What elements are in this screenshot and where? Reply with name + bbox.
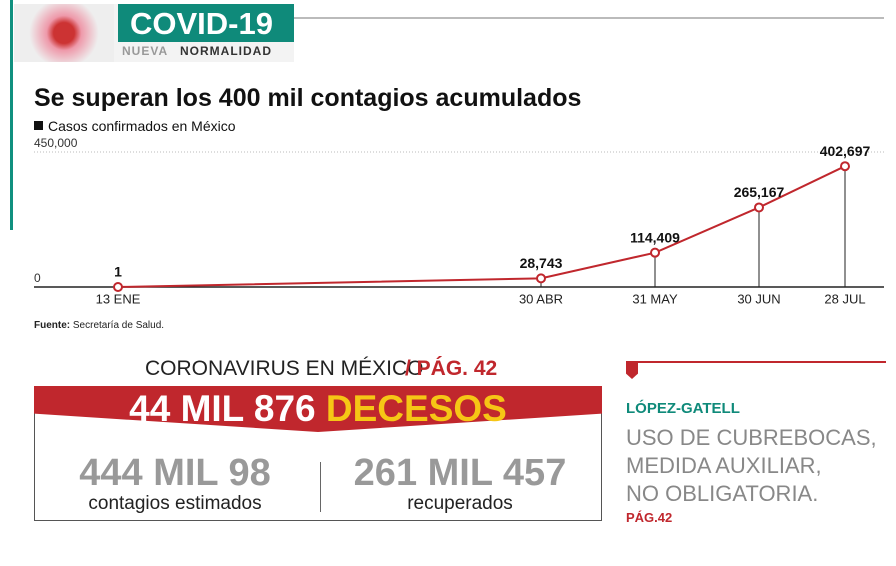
x-tick-label: 28 JUL — [824, 291, 865, 306]
x-tick-label: 13 ENE — [96, 291, 141, 306]
x-tick-label: 30 ABR — [519, 291, 563, 306]
data-label: 402,697 — [820, 143, 871, 159]
data-point — [841, 162, 849, 170]
data-point — [755, 203, 763, 211]
summary-heading: CORONAVIRUS EN MÉXICO — [145, 357, 423, 381]
y-tick-label: 0 — [34, 271, 41, 285]
data-point — [114, 283, 122, 291]
data-point — [537, 274, 545, 282]
sidebar-name: LÓPEZ-GATELL — [626, 400, 740, 417]
stat-value: 444 MIL 98 — [50, 452, 300, 495]
y-tick-label: 450,000 — [34, 136, 78, 150]
data-label: 265,167 — [734, 184, 785, 200]
x-tick-label: 30 JUN — [737, 291, 780, 306]
header-tag: NUEVA — [122, 44, 168, 58]
sidebar-line: MEDIDA AUXILIAR, — [626, 452, 877, 480]
data-label: 114,409 — [630, 229, 680, 245]
sidebar-line: USO DE CUBREBOCAS, — [626, 424, 877, 452]
deaths: 44 MIL 876 — [129, 388, 315, 429]
deaths-label: DECESOS — [326, 388, 507, 429]
header-title: COVID-19 — [130, 6, 273, 42]
page: COVID-19 NUEVA NORMALIDAD Se superan los… — [0, 0, 896, 566]
stat-value: 261 MIL 457 — [335, 452, 585, 495]
header-box: COVID-19 NUEVA NORMALIDAD — [14, 4, 294, 62]
source-label: Fuente: — [34, 320, 70, 331]
virus-icon — [14, 4, 114, 62]
chart-title: Se superan los 400 mil contagios acumula… — [34, 84, 581, 113]
data-point — [651, 249, 659, 257]
header-tag: NORMALIDAD — [180, 44, 272, 58]
stat-label: recuperados — [335, 493, 585, 515]
stat-label: contagios estimados — [50, 493, 300, 515]
x-tick-label: 31 MAY — [632, 291, 678, 306]
sidebar-page: PÁG.42 — [626, 510, 672, 525]
chart: 0 450,000 13 ENE 30 ABR 31 MAY 30 JUN 28 JUL 1 2… — [0, 130, 896, 320]
summary-page: / PÁG. 42 — [405, 357, 497, 381]
sidebar-line: NO OBLIGATORIA. — [626, 480, 877, 508]
sidebar-text: USO DE CUBREBOCAS, MEDIDA AUXILIAR, NO O… — [626, 424, 877, 508]
data-label: 1 — [114, 264, 122, 280]
source: Secretaría de Salud. — [73, 320, 164, 331]
data-label: 28,743 — [520, 255, 563, 271]
